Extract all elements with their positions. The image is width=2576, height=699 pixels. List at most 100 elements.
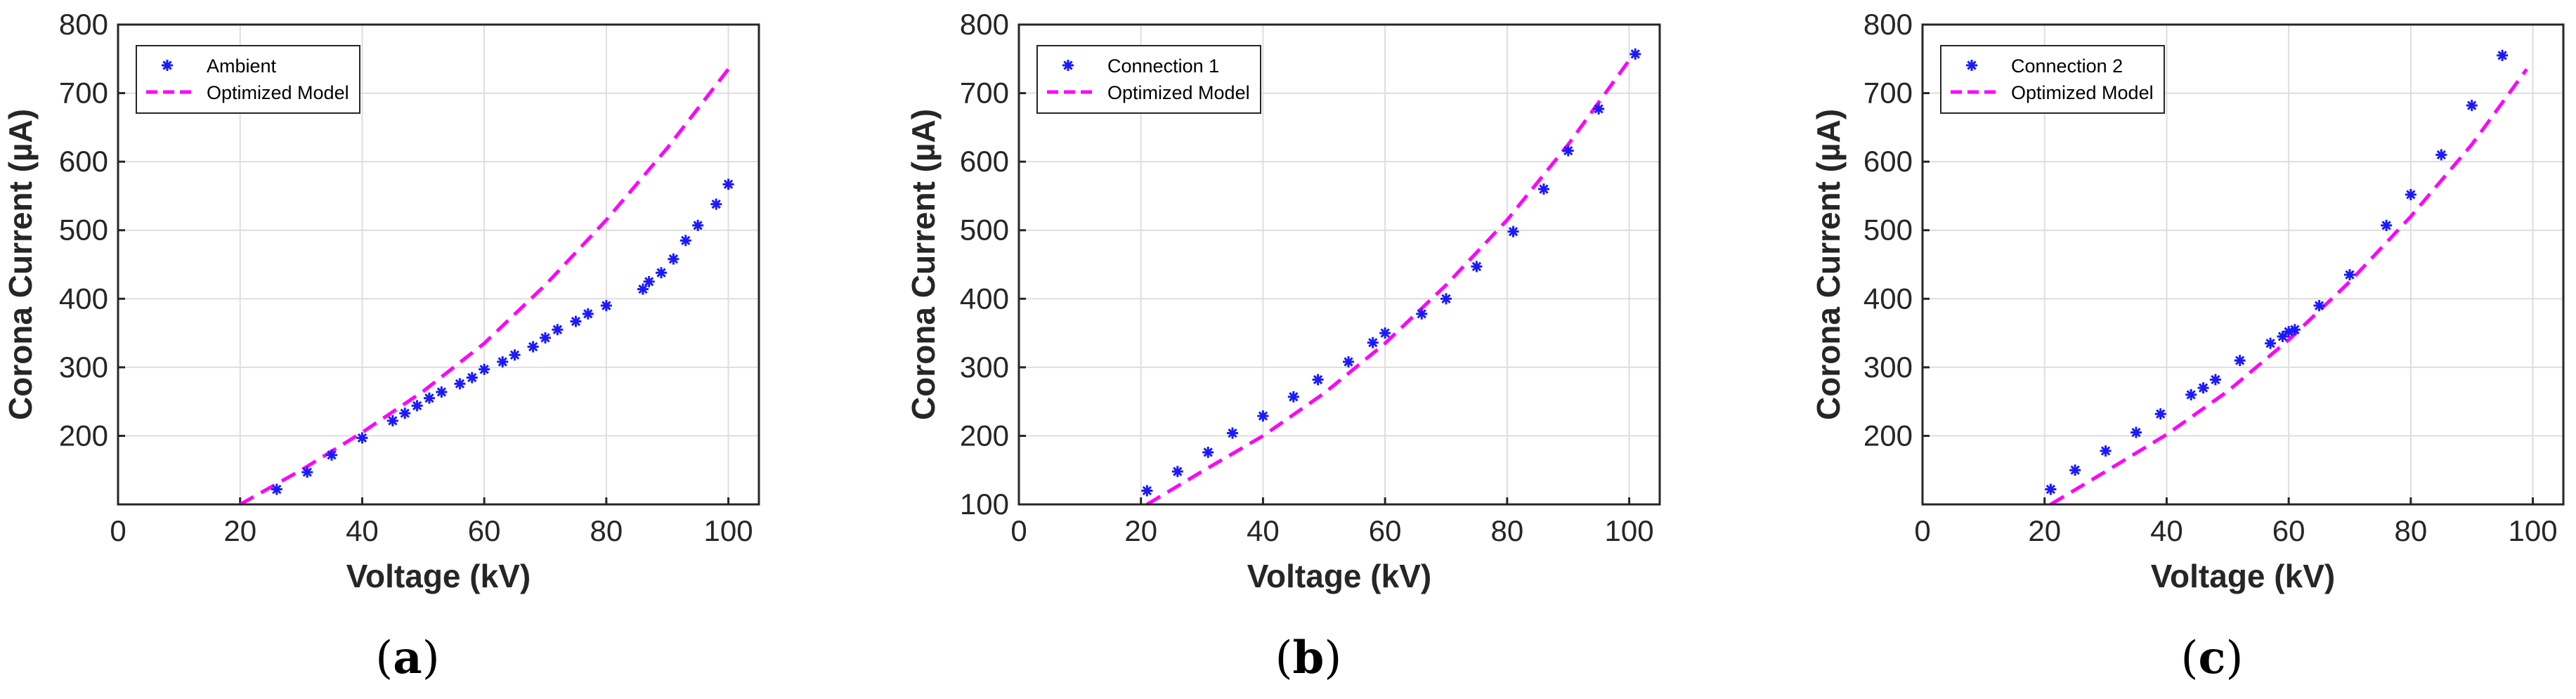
data-point: [2435, 149, 2447, 161]
data-point: [2197, 382, 2209, 394]
data-point: [2100, 445, 2112, 457]
y-tick-label: 500: [59, 214, 108, 247]
data-point: [1593, 103, 1605, 115]
data-point-stroke: [2467, 100, 2477, 110]
y-tick-label: 700: [960, 77, 1009, 110]
y-tick-label: 800: [59, 8, 108, 41]
y-tick-label: 600: [960, 145, 1009, 178]
y-tick-label: 600: [59, 145, 108, 178]
data-point-stroke: [1594, 104, 1604, 114]
data-point: [1440, 293, 1452, 305]
y-tick-label: 300: [1863, 351, 1913, 384]
data-point: [540, 332, 551, 344]
panel-label: (a): [375, 632, 439, 684]
data-point: [2131, 426, 2142, 438]
data-point-stroke: [693, 221, 703, 230]
model-series-line: [2050, 67, 2528, 507]
model-series-line: [1146, 59, 1631, 507]
data-point: [301, 466, 313, 478]
data-point: [656, 267, 668, 279]
data-point: [454, 378, 466, 390]
y-tick-label: 200: [1863, 419, 1913, 452]
data-point-stroke: [1344, 357, 1353, 367]
legend-box: [1940, 45, 2165, 114]
data-point-stroke: [2265, 339, 2275, 348]
axes-box: [1017, 23, 1661, 506]
x-tick-label: 20: [2028, 514, 2061, 547]
data-point: [2265, 337, 2277, 349]
data-point: [271, 483, 282, 495]
data-point-stroke: [723, 179, 734, 190]
legend-entry-label: Optimized Model: [1107, 82, 1250, 103]
data-point-stroke: [1368, 338, 1378, 348]
data-point: [1141, 485, 1153, 497]
legend-marker-stroke: [162, 60, 172, 70]
data-point-stroke: [272, 484, 282, 495]
x-tick-label: 0: [1010, 514, 1027, 547]
data-point: [356, 432, 368, 444]
data-point: [1171, 466, 1183, 478]
data-point: [1562, 145, 1574, 157]
data-point-stroke: [1173, 466, 1183, 476]
data-point-stroke: [2406, 190, 2416, 200]
data-point: [722, 178, 734, 190]
axes-box: [117, 23, 760, 506]
data-point: [668, 253, 679, 265]
x-tick-label: 0: [1914, 514, 1930, 547]
data-point-stroke: [2314, 301, 2324, 311]
legend-entry-label: Connection 1: [1107, 55, 1219, 77]
data-point-stroke: [601, 301, 611, 311]
data-point-stroke: [1539, 184, 1549, 194]
data-point-stroke: [1203, 448, 1213, 457]
data-point-stroke: [2497, 51, 2507, 60]
x-axis-title: Voltage (kV): [2151, 558, 2335, 594]
data-point-stroke: [711, 199, 721, 209]
data-point: [509, 349, 521, 361]
data-point-stroke: [412, 400, 422, 411]
data-point: [2069, 464, 2081, 476]
data-point-stroke: [388, 416, 398, 426]
legend-marker: [1062, 60, 1074, 71]
data-point-stroke: [1508, 227, 1518, 237]
data-point-stroke: [2156, 409, 2166, 419]
data-point-stroke: [571, 316, 581, 327]
data-point-stroke: [1313, 374, 1323, 385]
data-point-stroke: [400, 408, 410, 418]
data-point: [2289, 324, 2301, 336]
data-point-stroke: [2436, 150, 2446, 160]
panel-label: (c): [2181, 632, 2244, 684]
data-point-stroke: [2070, 465, 2080, 475]
data-point: [1379, 327, 1391, 339]
x-tick-label: 100: [1605, 514, 1654, 547]
data-point: [1629, 48, 1641, 60]
y-tick-label: 800: [960, 8, 1009, 41]
legend-box: [1036, 45, 1261, 114]
chart-panel-b: 0 20 40 60 80 100 100 200 300 400 500 600 700 800 Volt…: [905, 8, 1661, 684]
data-point-stroke: [509, 350, 520, 360]
data-point-stroke: [1630, 49, 1640, 59]
data-point-stroke: [583, 309, 593, 319]
data-point-stroke: [1417, 309, 1426, 319]
y-tick-label: 200: [960, 419, 1009, 452]
legend-marker: [162, 60, 173, 71]
y-tick-label: 400: [960, 282, 1009, 315]
data-point-stroke: [302, 467, 312, 477]
chart-panel-a: 0 20 40 60 80 100 200 300 400 500 600 700 800 Voltage…: [2, 8, 760, 684]
data-point-stroke: [1380, 328, 1390, 338]
data-point: [637, 283, 649, 295]
data-point-stroke: [357, 433, 367, 443]
data-point-stroke: [2100, 446, 2111, 456]
data-point: [679, 235, 691, 247]
data-point: [479, 363, 490, 375]
data-point: [326, 449, 337, 461]
data-point: [2154, 408, 2166, 420]
data-point-stroke: [497, 357, 507, 367]
y-tick-label: 300: [59, 351, 108, 384]
data-point: [2381, 219, 2393, 231]
data-point: [1507, 226, 1519, 237]
data-point-stroke: [1228, 428, 1237, 438]
y-tick-label: 300: [960, 351, 1009, 384]
x-tick-label: 40: [346, 514, 379, 547]
data-point-stroke: [467, 372, 477, 383]
data-point: [399, 407, 411, 419]
